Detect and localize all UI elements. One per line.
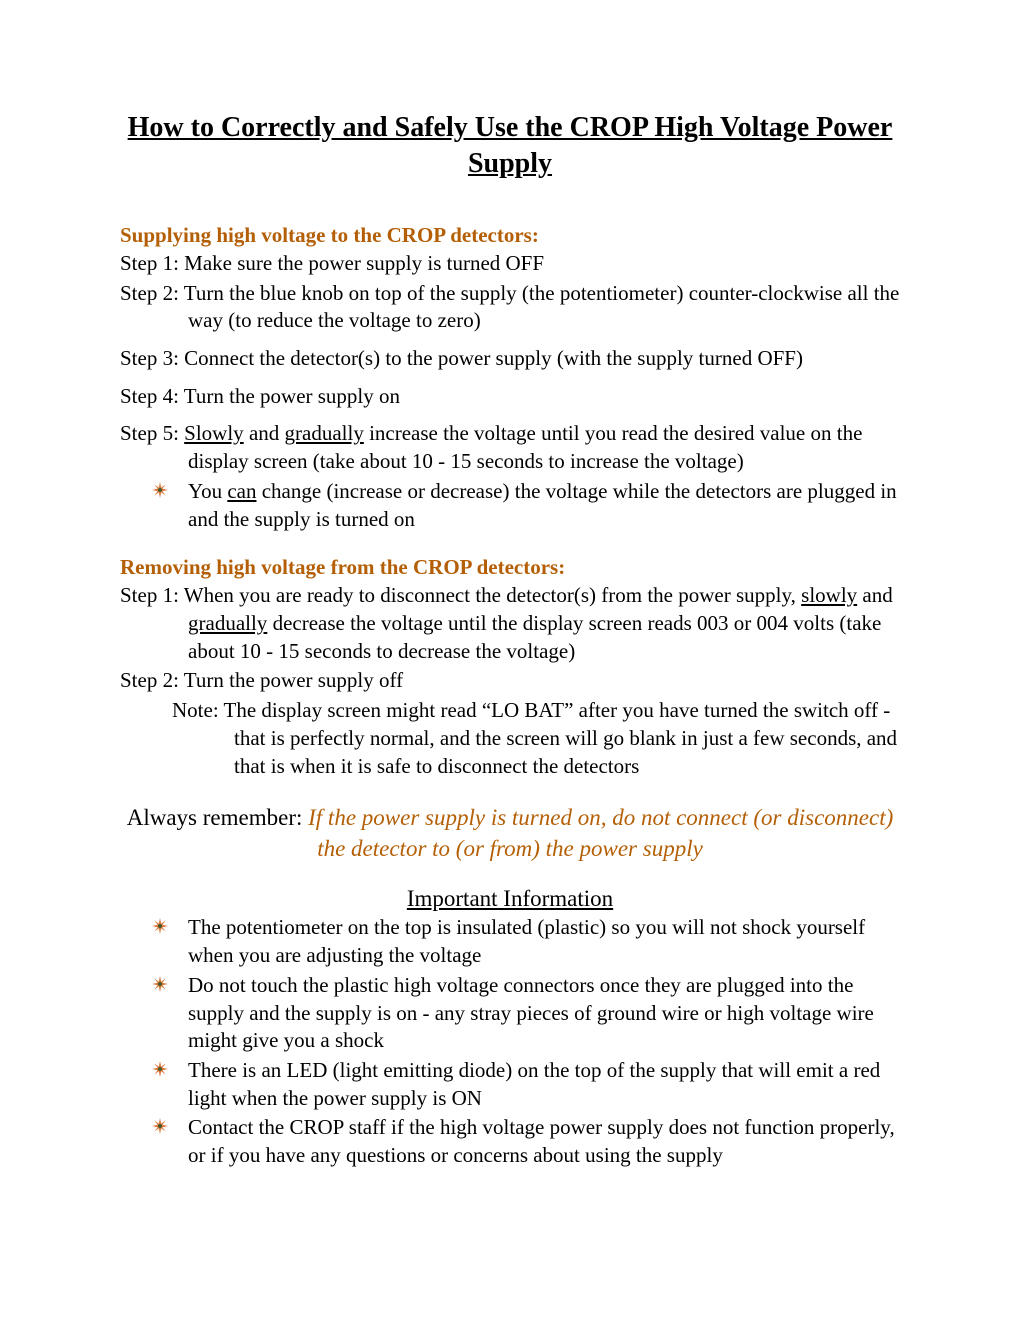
burst-icon — [152, 976, 168, 992]
supplying-bullet: You can change (increase or decrease) th… — [120, 478, 900, 533]
info-bullet-4: Contact the CROP staff if the high volta… — [120, 1114, 900, 1169]
remember-label: Always remember: — [127, 805, 308, 830]
info-bullet-2: Do not touch the plastic high voltage co… — [120, 972, 900, 1055]
supplying-step-5: Step 5: Slowly and gradually increase th… — [120, 420, 900, 475]
info-b1-text: The potentiometer on the top is insulate… — [188, 915, 865, 967]
step5-slowly: Slowly — [184, 421, 244, 445]
supplying-step-3: Step 3: Connect the detector(s) to the p… — [120, 345, 900, 373]
removing-heading: Removing high voltage from the CROP dete… — [120, 555, 900, 580]
burst-icon — [152, 1118, 168, 1134]
r-step1-pre: Step 1: When you are ready to disconnect… — [120, 583, 801, 607]
step5-pre: Step 5: — [120, 421, 184, 445]
removing-note: Note: The display screen might read “LO … — [120, 697, 900, 780]
r-step1-post: decrease the voltage until the display s… — [188, 611, 881, 663]
supplying-heading: Supplying high voltage to the CROP detec… — [120, 223, 900, 248]
removing-step-2: Step 2: Turn the power supply off — [120, 667, 900, 695]
r-step1-mid: and — [857, 583, 893, 607]
removing-step-1: Step 1: When you are ready to disconnect… — [120, 582, 900, 665]
remember-emph: If the power supply is turned on, do not… — [308, 805, 893, 861]
important-info-heading: Important Information — [120, 886, 900, 912]
burst-icon — [152, 1061, 168, 1077]
burst-icon — [152, 482, 168, 498]
always-remember: Always remember: If the power supply is … — [120, 802, 900, 864]
info-bullet-1: The potentiometer on the top is insulate… — [120, 914, 900, 969]
bullet-post: change (increase or decrease) the voltag… — [188, 479, 897, 531]
info-bullet-3: There is an LED (light emitting diode) o… — [120, 1057, 900, 1112]
bullet-can: can — [227, 479, 256, 503]
supplying-step-2: Step 2: Turn the blue knob on top of the… — [120, 280, 900, 335]
info-b3-text: There is an LED (light emitting diode) o… — [188, 1058, 880, 1110]
info-b4-text: Contact the CROP staff if the high volta… — [188, 1115, 895, 1167]
supplying-step-4: Step 4: Turn the power supply on — [120, 383, 900, 411]
page-title: How to Correctly and Safely Use the CROP… — [120, 110, 900, 183]
r-step1-gradually: gradually — [188, 611, 267, 635]
supplying-step-1: Step 1: Make sure the power supply is tu… — [120, 250, 900, 278]
bullet-pre: You — [188, 479, 227, 503]
step5-gradually: gradually — [285, 421, 364, 445]
step5-mid1: and — [244, 421, 285, 445]
burst-icon — [152, 918, 168, 934]
info-b2-text: Do not touch the plastic high voltage co… — [188, 973, 874, 1052]
r-step1-slowly: slowly — [801, 583, 857, 607]
